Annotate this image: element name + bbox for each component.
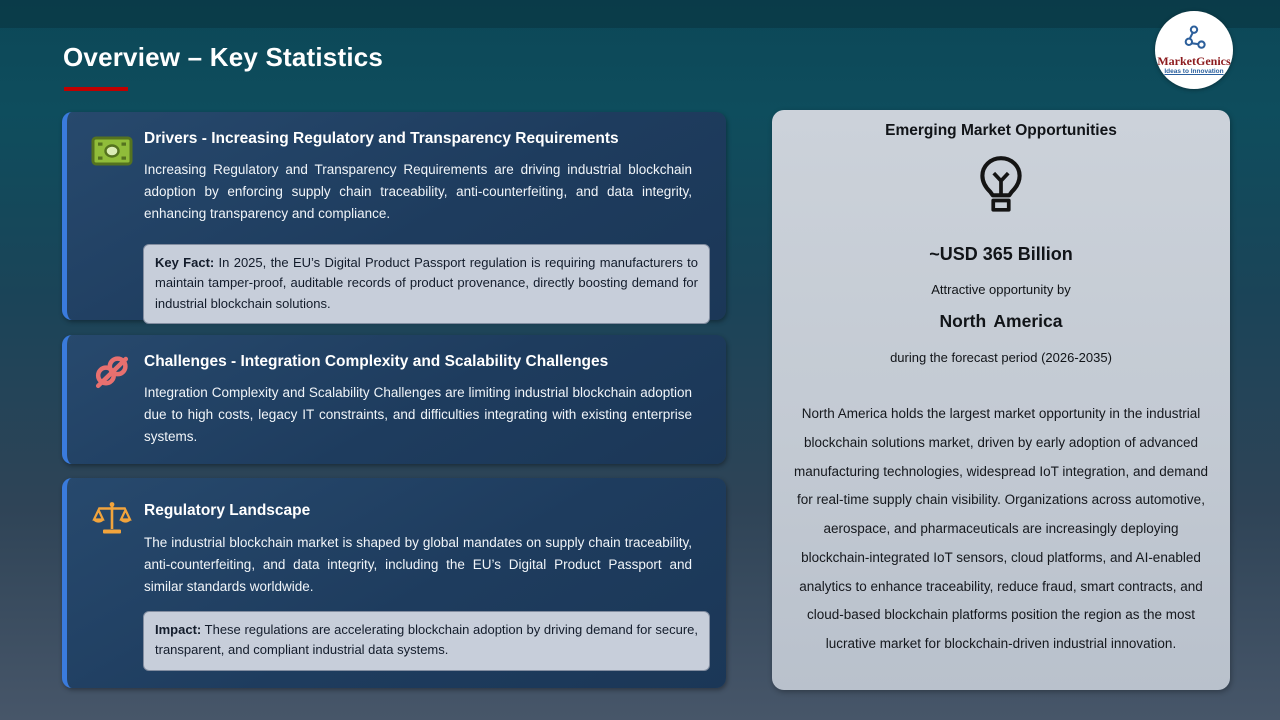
card-title: Challenges - Integration Complexity and … bbox=[144, 353, 609, 370]
card-challenges: Challenges - Integration Complexity and … bbox=[62, 335, 726, 464]
logo-tagline: Ideas to Innovation bbox=[1164, 68, 1224, 76]
broken-link-icon bbox=[95, 356, 129, 389]
molecule-icon bbox=[1184, 25, 1206, 49]
lightbulb-icon bbox=[980, 156, 1022, 212]
card-drivers: Drivers - Increasing Regulatory and Tran… bbox=[62, 112, 726, 324]
key-fact-box: Key Fact: In 2025, the EU’s Digital Prod… bbox=[143, 244, 710, 324]
marketgenics-logo: MarketGenics Ideas to Innovation bbox=[1155, 11, 1233, 89]
card-title: Regulatory Landscape bbox=[144, 502, 311, 519]
card-regulatory: Regulatory Landscape The industrial bloc… bbox=[62, 478, 726, 688]
callout-text: In 2025, the EU’s Digital Product Passpo… bbox=[155, 255, 698, 311]
callout-text: These regulations are accelerating block… bbox=[155, 622, 698, 658]
opportunity-period: during the forecast period (2026-2035) bbox=[890, 350, 1112, 365]
opportunity-subtitle: Attractive opportunity by bbox=[931, 282, 1071, 297]
opportunity-value: ~USD 365 Billion bbox=[929, 244, 1073, 264]
card-body: The industrial blockchain market is shap… bbox=[144, 535, 692, 595]
opportunity-description: North America holds the largest market o… bbox=[793, 406, 1209, 651]
page-title: Overview – Key Statistics bbox=[63, 42, 384, 72]
scales-icon bbox=[92, 502, 132, 534]
title-underline bbox=[64, 87, 128, 91]
card-body: Increasing Regulatory and Transparency R… bbox=[144, 162, 692, 222]
impact-box: Impact: These regulations are accelerati… bbox=[143, 611, 710, 671]
callout-label: Key Fact: bbox=[155, 255, 215, 270]
money-icon bbox=[91, 136, 133, 166]
opportunity-region: North America bbox=[939, 311, 1063, 331]
panel-heading: Emerging Market Opportunities bbox=[885, 122, 1117, 139]
card-title: Drivers - Increasing Regulatory and Tran… bbox=[144, 130, 619, 147]
emerging-market-panel: Emerging Market Opportunities ~USD 365 B… bbox=[772, 110, 1230, 690]
card-body: Integration Complexity and Scalability C… bbox=[144, 385, 692, 445]
logo-name: MarketGenics bbox=[1157, 53, 1231, 68]
callout-label: Impact: bbox=[155, 622, 202, 637]
top-accent-band bbox=[0, 0, 1280, 28]
